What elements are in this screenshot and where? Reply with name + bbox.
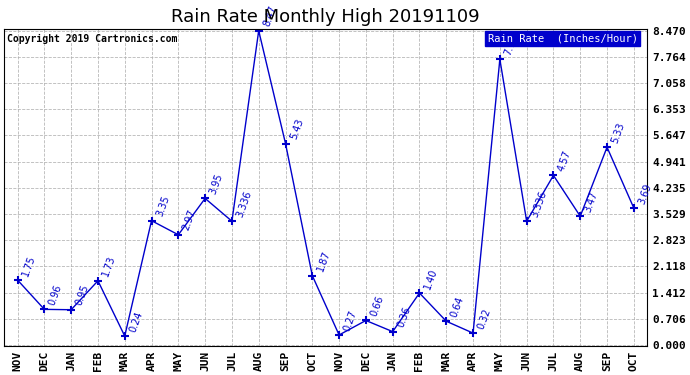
Text: 1.75: 1.75: [20, 254, 37, 277]
Text: 0.95: 0.95: [74, 284, 90, 307]
Title: Rain Rate Monthly High 20191109: Rain Rate Monthly High 20191109: [171, 8, 480, 26]
Text: 0.24: 0.24: [128, 310, 144, 333]
Text: 1.73: 1.73: [101, 254, 117, 278]
Text: 3.69: 3.69: [637, 182, 653, 205]
Text: 8.47: 8.47: [262, 4, 278, 28]
Text: 0.66: 0.66: [368, 294, 386, 318]
Text: 3.47: 3.47: [583, 190, 600, 213]
Text: 0.32: 0.32: [476, 307, 493, 330]
Text: 0.96: 0.96: [47, 283, 64, 307]
Text: 3.336: 3.336: [529, 189, 549, 218]
Text: 4.57: 4.57: [556, 149, 573, 172]
Text: 0.36: 0.36: [395, 305, 412, 329]
Text: 2.97: 2.97: [181, 208, 198, 232]
Text: Rain Rate  (Inches/Hour): Rain Rate (Inches/Hour): [488, 34, 638, 44]
Text: 7.7: 7.7: [502, 39, 518, 57]
Text: 0.27: 0.27: [342, 309, 359, 332]
Text: 0.64: 0.64: [449, 295, 466, 318]
Text: 1.40: 1.40: [422, 267, 439, 290]
Text: 3.95: 3.95: [208, 172, 225, 196]
Text: 3.35: 3.35: [155, 194, 171, 218]
Text: 3.336: 3.336: [235, 189, 253, 218]
Text: 5.33: 5.33: [610, 121, 627, 144]
Text: Copyright 2019 Cartronics.com: Copyright 2019 Cartronics.com: [8, 34, 178, 44]
Text: 5.43: 5.43: [288, 117, 305, 141]
Text: 1.87: 1.87: [315, 249, 332, 273]
